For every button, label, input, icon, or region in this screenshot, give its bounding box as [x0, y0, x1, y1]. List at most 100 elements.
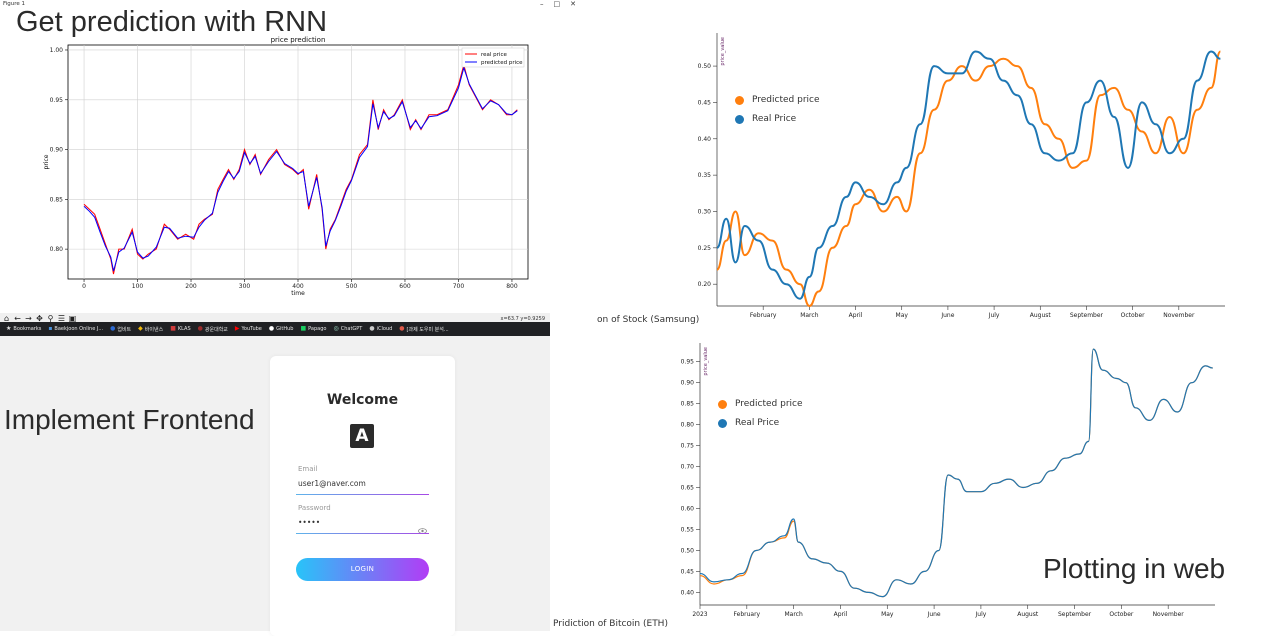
- y-tick-label: 0.50: [698, 63, 712, 70]
- bookmark-label: 광운대학교: [204, 326, 228, 333]
- legend-real-label: Real Price: [752, 114, 797, 124]
- x-tick-label: May: [896, 312, 909, 319]
- x-tick-label: July: [975, 611, 987, 618]
- legend-real: Real Price: [718, 418, 803, 428]
- legend-box: [461, 47, 525, 68]
- y-axis-label: price: [43, 154, 50, 169]
- x-tick-label: 300: [239, 283, 251, 290]
- bookmark-item[interactable]: ● 업비트: [110, 326, 131, 333]
- y-tick-label: 0.35: [698, 172, 712, 179]
- x-tick-label: 200: [185, 283, 197, 290]
- bookmark-item[interactable]: ◎ ChatGPT: [333, 326, 363, 333]
- back-icon[interactable]: ←: [14, 314, 21, 323]
- x-tick-label: March: [784, 611, 802, 618]
- y-tick-label: 0.85: [50, 196, 64, 203]
- password-field[interactable]: •••••: [298, 518, 321, 527]
- bookmark-label: Baekjoon Online J...: [54, 326, 104, 332]
- legend-label: predicted price: [481, 60, 523, 66]
- home-icon[interactable]: ⌂: [3, 314, 10, 323]
- bookmark-item[interactable]: ● iCloud: [369, 325, 392, 333]
- bookmark-item[interactable]: ● GitHub: [268, 325, 294, 333]
- bookmark-icon: ●: [369, 325, 375, 332]
- y-tick-label: 0.90: [681, 380, 695, 387]
- configure-icon[interactable]: ☰: [57, 314, 66, 323]
- y-tick-label: 0.65: [681, 485, 695, 492]
- y-tick-label: 1.00: [50, 47, 64, 54]
- bookmark-label: Bookmarks: [13, 326, 42, 332]
- x-tick-label: April: [834, 611, 848, 618]
- y-tick-label: 0.75: [681, 443, 695, 450]
- legend-real-dot: [735, 114, 744, 124]
- bookmark-item[interactable]: ▪ Baekjoon Online J...: [48, 326, 104, 333]
- series-line-real: [699, 348, 1213, 598]
- legend-predicted-label: Predicted price: [752, 95, 820, 105]
- y-tick-label: 0.80: [50, 246, 64, 253]
- samsung-chart: 0.20 0.25 0.30 0.35 0.40 0.45 0.50 February Marc…: [698, 33, 1225, 319]
- x-tick-label: May: [881, 611, 894, 618]
- caption-frontend: Implement Frontend: [4, 404, 255, 435]
- y-tick-label: 0.55: [681, 526, 695, 533]
- bookmark-icon: ▶: [234, 325, 240, 332]
- x-axis-label: time: [291, 290, 305, 297]
- window-title: Figure 1: [3, 1, 26, 7]
- maximize-button[interactable]: □: [553, 0, 561, 8]
- legend-predicted-dot: [718, 399, 727, 409]
- bookmark-icon: ●: [399, 325, 405, 332]
- minimize-button[interactable]: –: [540, 0, 544, 8]
- bookmark-item[interactable]: ▶ YouTube: [234, 325, 262, 333]
- bookmark-label: 업비트: [117, 326, 132, 333]
- bookmark-item[interactable]: ● [과제 도우미 분석...: [399, 326, 448, 333]
- password-label: Password: [298, 504, 331, 512]
- y-tick-label: 0.40: [681, 589, 695, 596]
- bookmark-item[interactable]: ◆ 바이낸스: [138, 326, 163, 333]
- close-button[interactable]: ✕: [570, 0, 576, 8]
- zoom-icon[interactable]: ⚲: [47, 314, 54, 323]
- y-tick-label: 0.50: [681, 547, 695, 554]
- x-tick-label: October: [1121, 312, 1146, 319]
- bookmark-label: 바이낸스: [144, 326, 164, 333]
- y-axis-label: price_value: [703, 347, 709, 376]
- login-title: Welcome: [326, 392, 399, 408]
- x-tick-label: October: [1109, 611, 1134, 618]
- login-button[interactable]: LOGIN: [296, 558, 429, 581]
- pan-icon[interactable]: ✥: [36, 314, 43, 323]
- y-tick-label: 0.80: [681, 422, 695, 429]
- bookmark-icon: ●: [110, 325, 116, 332]
- bookmark-label: ChatGPT: [340, 326, 363, 332]
- bookmark-item[interactable]: ★ Bookmarks: [6, 326, 42, 333]
- legend-label: real price: [481, 52, 507, 58]
- y-tick-label: 0.95: [681, 359, 695, 366]
- caption-rnn: Get prediction with RNN: [16, 6, 328, 38]
- bookmark-item[interactable]: ■ KLAS: [170, 326, 191, 333]
- y-tick-label: 0.85: [681, 401, 695, 408]
- eth-caption: Pridiction of Bitcoin (ETH): [553, 619, 668, 629]
- x-tick-label: 400: [292, 283, 304, 290]
- legend-predicted: Predicted price: [735, 95, 820, 105]
- bookmark-label: GitHub: [276, 326, 294, 332]
- x-tick-label: June: [927, 611, 941, 618]
- coords-readout: x=63.7 y=0.9259: [500, 316, 545, 322]
- legend-real-label: Real Price: [735, 418, 780, 428]
- bookmark-icon: ●: [268, 325, 275, 332]
- eye-icon[interactable]: [418, 519, 427, 538]
- x-tick-label: 0: [82, 283, 86, 290]
- samsung-caption: on of Stock (Samsung): [597, 315, 700, 325]
- x-tick-label: July: [988, 312, 1000, 319]
- eth-chart: 0.40 0.45 0.50 0.55 0.60 0.65 0.70 0.75 0.80 0.85…: [681, 343, 1215, 618]
- x-tick-label: February: [734, 611, 761, 618]
- y-tick-label: 0.70: [681, 464, 695, 471]
- bookmark-icon: ◆: [138, 325, 143, 332]
- bookmark-label: KLAS: [177, 326, 191, 332]
- y-tick-label: 0.40: [698, 136, 712, 143]
- bookmark-item[interactable]: ● 광운대학교: [198, 326, 228, 333]
- email-field[interactable]: user1@naver.com: [298, 479, 366, 488]
- save-icon[interactable]: ▣: [68, 314, 77, 323]
- x-tick-label: February: [750, 312, 777, 319]
- samsung-legend: Predicted price Real Price: [735, 95, 820, 124]
- legend-predicted-label: Predicted price: [735, 399, 803, 409]
- x-tick-label: March: [800, 312, 818, 319]
- eth-legend: Predicted price Real Price: [718, 399, 803, 428]
- bookmarks-bar: ★ Bookmarks ▪ Baekjoon Online J... ● 업비트 ◆ 바이낸스…: [0, 322, 550, 336]
- forward-icon[interactable]: →: [25, 314, 32, 323]
- bookmark-item[interactable]: ■ Papago: [300, 326, 326, 333]
